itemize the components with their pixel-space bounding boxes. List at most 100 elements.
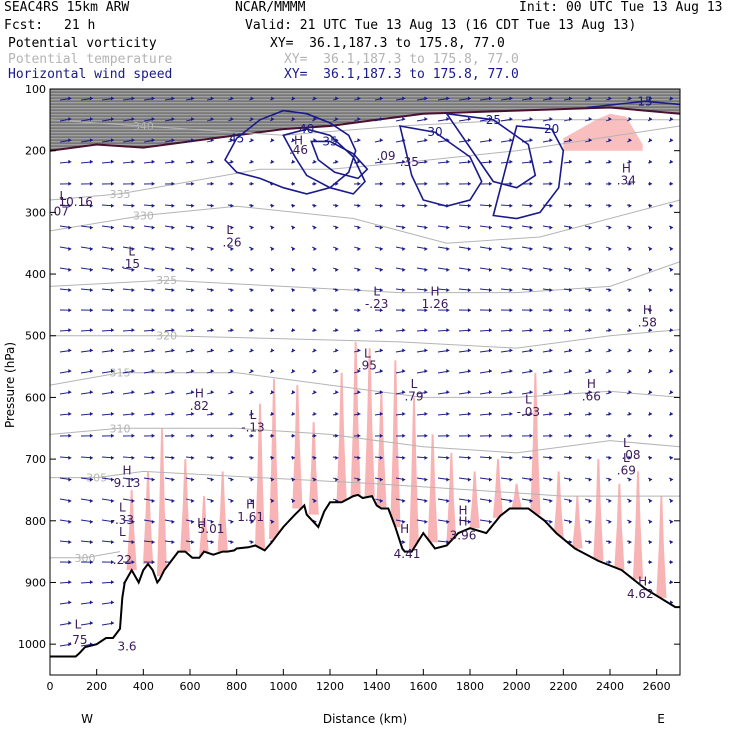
annotation-32: .08 (621, 448, 640, 462)
wind-arrowhead (292, 117, 296, 122)
y-tick-label-300: 300 (25, 206, 46, 219)
wind-arrowhead (608, 411, 612, 416)
wind-arrowhead (649, 560, 653, 565)
wind-arrowhead (292, 181, 296, 186)
wind-arrowhead (424, 519, 428, 524)
terrain-line (50, 493, 680, 658)
x-tick-label-200: 200 (86, 680, 107, 693)
wind-arrowhead (569, 159, 573, 164)
wind-arrowhead (68, 138, 72, 143)
wind-arrowhead (569, 203, 573, 208)
pink-region-0 (563, 113, 643, 151)
wind-arrowhead (131, 540, 135, 545)
wind-arrowhead (89, 540, 93, 545)
wind-arrowhead (649, 138, 653, 143)
wind-arrowhead (529, 267, 533, 272)
wind-arrowhead (670, 138, 674, 143)
wind-arrowhead (191, 159, 195, 164)
wind-arrowhead (271, 369, 275, 374)
wind-arrowhead (68, 580, 72, 585)
wind-arrowhead (210, 498, 214, 503)
wind-arrowhead (402, 181, 406, 186)
wind-arrowhead (131, 246, 135, 251)
wind-arrowhead (110, 560, 114, 565)
wind-arrowhead (110, 498, 114, 503)
x-tick-label-800: 800 (226, 680, 247, 693)
wind-arrowhead (628, 181, 632, 186)
wind-arrowhead (402, 225, 406, 230)
wind-arrowhead (357, 246, 361, 251)
wind-arrowhead (151, 477, 155, 482)
theta-label-310: 310 (110, 422, 131, 435)
wind-arrowhead (569, 348, 573, 353)
wind-arrowhead (402, 519, 406, 524)
annotation-49: 4.41 (394, 547, 421, 561)
wind-arrowhead (171, 159, 175, 164)
wind-arrowhead (467, 308, 471, 313)
east-label: E (657, 712, 665, 726)
annotation-4: .26 (222, 235, 241, 249)
wind-arrowhead (131, 288, 135, 293)
field-pv-label: Potential vorticity (8, 36, 157, 51)
wind-arrowhead (357, 433, 361, 438)
wind-arrowhead (230, 288, 234, 293)
wind-arrowhead (271, 519, 275, 524)
wind-arrowhead (402, 308, 406, 313)
wind-arrowhead (588, 288, 592, 293)
wind-arrowhead (68, 328, 72, 333)
wind-arrowhead (509, 369, 513, 374)
wind-arrowhead (467, 159, 471, 164)
wind-arrowhead (357, 308, 361, 313)
x-tick-label-1200: 1200 (316, 680, 344, 693)
wind-arrowhead (230, 225, 234, 230)
wind-arrowhead (588, 348, 592, 353)
wind-arrowhead (191, 267, 195, 272)
convective-column-19 (492, 459, 504, 518)
wind-arrowhead (131, 433, 135, 438)
wind-arrowhead (424, 246, 428, 251)
wind-arrowhead (608, 225, 612, 230)
wind-arrowhead (649, 225, 653, 230)
wind-arrowhead (191, 308, 195, 313)
wind-arrowhead (131, 348, 135, 353)
wind-arrowhead (488, 455, 492, 460)
wind-arrowhead (608, 519, 612, 524)
wind-arrowhead (649, 288, 653, 293)
wind-arrowhead (230, 308, 234, 313)
wind-arrowhead (68, 600, 72, 605)
annotation-6: .15 (121, 257, 140, 271)
wind-arrowhead (110, 328, 114, 333)
wind-arrowhead (402, 390, 406, 395)
wind-arrowhead (569, 225, 573, 230)
wind-contour-25 (445, 112, 537, 189)
wind-arrowhead (549, 498, 553, 503)
wind-arrowhead (588, 328, 592, 333)
wind-arrowhead (151, 390, 155, 395)
wind-arrowhead (230, 96, 234, 101)
wind-arrowhead (467, 181, 471, 186)
wind-arrowhead (151, 348, 155, 353)
wind-arrowhead (271, 246, 275, 251)
wind-arrowhead (509, 96, 513, 101)
wind-arrowhead (68, 540, 72, 545)
wind-arrowhead (649, 159, 653, 164)
wind-arrowhead (89, 117, 93, 122)
wind-arrowhead (131, 390, 135, 395)
x-axis-label: Distance (km) (323, 712, 407, 726)
wind-arrowhead (379, 455, 383, 460)
wind-arrowhead (89, 288, 93, 293)
wind-arrowhead (379, 159, 383, 164)
wind-arrowhead (335, 369, 339, 374)
annotation-30: -.13 (241, 420, 264, 434)
wind-arrowhead (171, 498, 175, 503)
wind-arrowhead (509, 288, 513, 293)
wind-arrowhead (110, 159, 114, 164)
wind-arrowhead (171, 288, 175, 293)
wind-arrowhead (569, 433, 573, 438)
wind-arrowhead (379, 138, 383, 143)
wind-arrowhead (379, 433, 383, 438)
wind-arrowhead (292, 477, 296, 482)
wind-arrowhead (670, 519, 674, 524)
wind-arrowhead (588, 246, 592, 251)
annotation-21: L (411, 377, 418, 391)
